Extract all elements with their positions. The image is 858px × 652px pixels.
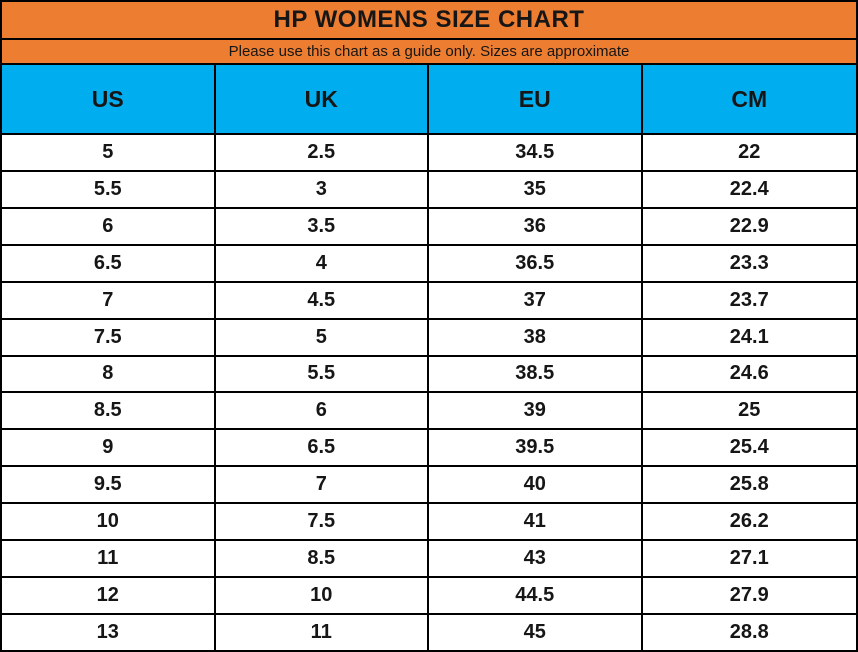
table-row: 5 2.5 34.5 22 (2, 135, 856, 172)
table-row: 11 8.5 43 27.1 (2, 541, 856, 579)
chart-subtitle: Please use this chart as a guide only. S… (2, 40, 856, 65)
table-cell: 23.7 (729, 288, 769, 311)
table-cell: 6 (2, 208, 216, 244)
table-cell: 25 (738, 399, 761, 422)
table-cell: 45 (429, 614, 643, 650)
table-cell: 39 (429, 393, 643, 429)
table-cell: 22 (738, 140, 761, 163)
table-row: 5.5 3 35 22.4 (2, 171, 856, 209)
column-header-cm: CM (731, 85, 768, 112)
table-row: 9.5 7 40 25.8 (2, 467, 856, 505)
table-cell: 7 (2, 282, 216, 318)
column-header-uk: UK (216, 65, 429, 133)
table-cell: 24.6 (729, 362, 769, 385)
table-row: 6.5 4 36.5 23.3 (2, 245, 856, 283)
table-cell: 22.4 (729, 177, 769, 200)
table-cell: 2.5 (216, 135, 429, 170)
table-cell: 5.5 (2, 171, 216, 207)
table-cell: 12 (2, 578, 216, 613)
table-cell: 35 (429, 171, 643, 207)
table-cell: 4 (216, 245, 429, 281)
table-cell: 40 (429, 467, 643, 503)
table-row: 6 3.5 36 22.9 (2, 208, 856, 246)
column-header-us: US (2, 65, 216, 133)
table-cell: 44.5 (429, 578, 643, 613)
table-cell: 7 (216, 467, 429, 503)
table-cell: 8 (2, 356, 216, 392)
table-row: 8.5 6 39 25 (2, 393, 856, 431)
table-cell: 6.5 (216, 430, 429, 466)
table-cell: 28.8 (729, 620, 769, 643)
table-cell: 8.5 (2, 393, 216, 429)
chart-title: HP WOMENS SIZE CHART (2, 2, 856, 40)
table-cell: 22.9 (729, 214, 769, 237)
table-cell: 25.4 (729, 436, 769, 459)
table-cell: 5.5 (216, 356, 429, 392)
table-cell: 11 (216, 614, 429, 650)
table-cell: 9 (2, 430, 216, 466)
table-cell: 25.8 (729, 473, 769, 496)
table-cell: 8.5 (216, 541, 429, 577)
table-cell: 27.1 (729, 547, 769, 570)
column-header-eu: EU (429, 65, 643, 133)
table-cell: 5 (216, 319, 429, 355)
table-cell: 36 (429, 208, 643, 244)
table-cell: 9.5 (2, 467, 216, 503)
table-row: 13 11 45 28.8 (2, 614, 856, 650)
table-row: 12 10 44.5 27.9 (2, 578, 856, 615)
table-cell: 6.5 (2, 245, 216, 281)
table-cell: 39.5 (429, 430, 643, 466)
table-cell: 38.5 (429, 356, 643, 392)
table-cell: 10 (2, 504, 216, 540)
table-row: 8 5.5 38.5 24.6 (2, 356, 856, 394)
table-cell: 7.5 (216, 504, 429, 540)
table-cell: 24.1 (729, 325, 769, 348)
table-row: 10 7.5 41 26.2 (2, 504, 856, 542)
table-cell: 38 (429, 319, 643, 355)
table-cell: 5 (2, 135, 216, 170)
table-row: 7 4.5 37 23.7 (2, 282, 856, 320)
table-cell: 6 (216, 393, 429, 429)
table-cell: 23.3 (729, 251, 769, 274)
table-cell: 13 (2, 614, 216, 650)
table-cell: 36.5 (429, 245, 643, 281)
table-cell: 27.9 (729, 584, 769, 607)
table-cell: 34.5 (429, 135, 643, 170)
table-cell: 37 (429, 282, 643, 318)
table-cell: 11 (2, 541, 216, 577)
table-cell: 41 (429, 504, 643, 540)
table-body: 5 2.5 34.5 22 5.5 3 35 22.4 6 3.5 36 22.9 6.5 4 36.5 23… (2, 135, 856, 650)
table-cell: 3.5 (216, 208, 429, 244)
table-row: 9 6.5 39.5 25.4 (2, 430, 856, 468)
column-header-row: US UK EU CM (2, 65, 856, 135)
table-cell: 3 (216, 171, 429, 207)
table-row: 7.5 5 38 24.1 (2, 319, 856, 357)
table-cell: 43 (429, 541, 643, 577)
table-cell: 26.2 (729, 510, 769, 533)
table-cell: 10 (216, 578, 429, 613)
table-cell: 4.5 (216, 282, 429, 318)
table-cell: 7.5 (2, 319, 216, 355)
